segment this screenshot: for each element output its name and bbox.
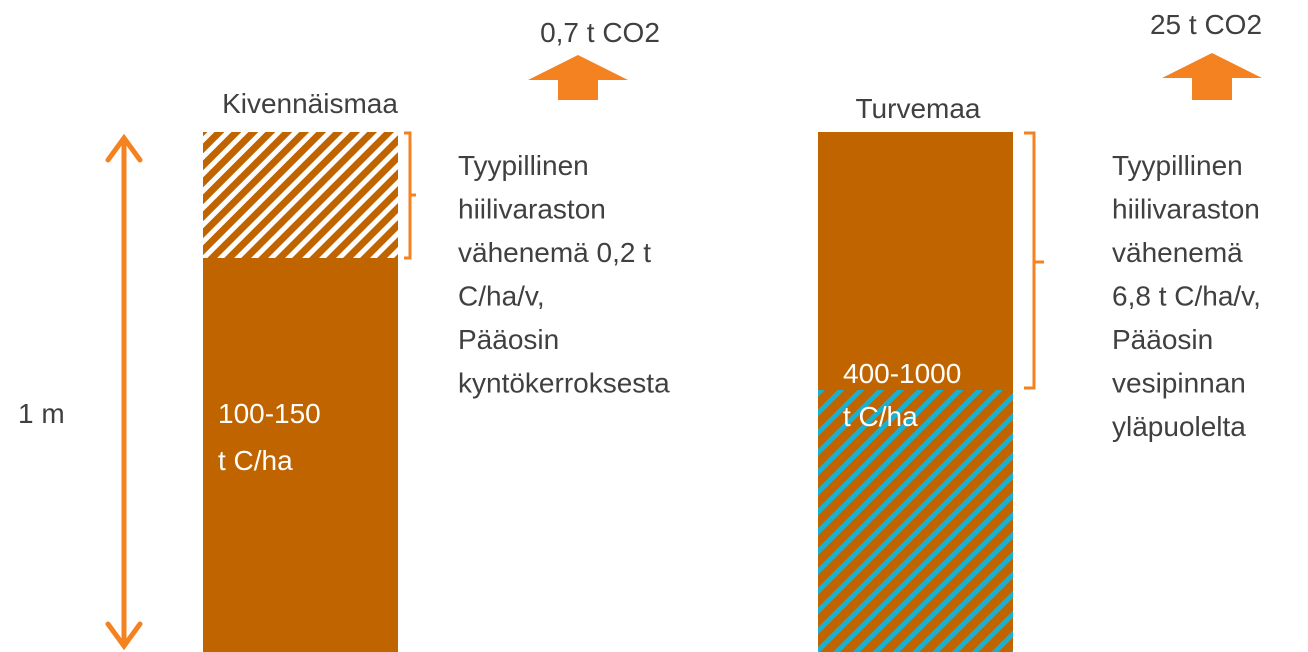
stock-line: 100-150 bbox=[218, 398, 321, 429]
note-line: Tyypillinen bbox=[458, 150, 589, 181]
depth-label: 1 m bbox=[18, 398, 65, 429]
mineral-soil-loss bbox=[203, 132, 398, 258]
bracket bbox=[1024, 131, 1044, 390]
note-line: hiilivaraston bbox=[1112, 194, 1260, 225]
note-line: C/ha/v, bbox=[458, 281, 545, 312]
note-line: Pääosin bbox=[458, 324, 559, 355]
mineral-soil-bar bbox=[203, 258, 398, 652]
emission-label: 0,7 t CO2 bbox=[540, 17, 660, 48]
note-line: 6,8 t C/ha/v, bbox=[1112, 281, 1261, 312]
soil-title: Kivennäismaa bbox=[222, 88, 398, 119]
note-line: hiilivaraston bbox=[458, 194, 606, 225]
note-line: yläpuolelta bbox=[1112, 411, 1246, 442]
depth-arrow bbox=[105, 133, 143, 651]
note-line: Pääosin bbox=[1112, 324, 1213, 355]
note-line: kyntökerroksesta bbox=[458, 368, 670, 399]
stock-line: t C/ha bbox=[843, 401, 918, 432]
bracket bbox=[404, 131, 416, 260]
peat-soil-bar bbox=[818, 132, 1013, 390]
soil-title: Turvemaa bbox=[855, 93, 980, 124]
note-line: Tyypillinen bbox=[1112, 150, 1243, 181]
note-line: vesipinnan bbox=[1112, 368, 1246, 399]
note-line: vähenemä bbox=[1112, 237, 1243, 268]
stock-line: t C/ha bbox=[218, 445, 293, 476]
note-line: vähenemä 0,2 t bbox=[458, 237, 651, 268]
emission-arrow bbox=[1162, 53, 1262, 100]
emission-label: 25 t CO2 bbox=[1150, 9, 1262, 40]
stock-line: 400-1000 bbox=[843, 358, 961, 389]
emission-arrow bbox=[528, 55, 628, 100]
peat-soil-wet bbox=[818, 390, 1013, 652]
